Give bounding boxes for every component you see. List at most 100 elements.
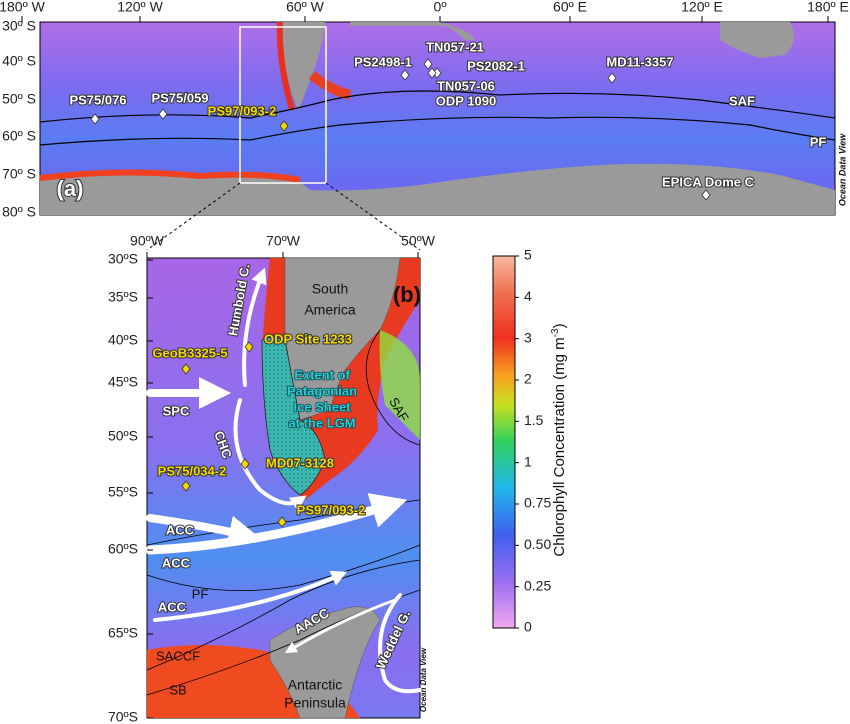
bloom [379, 330, 420, 440]
front-label: PF [810, 134, 827, 149]
colorbar-tick-label: 1.5 [524, 412, 544, 428]
zoom-connector [325, 182, 421, 251]
lon-label: 120º E [681, 0, 723, 15]
site-marker [427, 67, 437, 79]
watermark: Ocean Data View [419, 647, 428, 712]
lon-label: 0º [434, 0, 447, 15]
land-label: South [312, 281, 349, 297]
australia [720, 22, 794, 58]
lon-label: 70ºW [266, 233, 301, 249]
lat-label: 40ºS [108, 332, 138, 348]
currents [145, 267, 422, 694]
antarctica [40, 163, 835, 215]
colorbar-tick-label: 0 [524, 619, 532, 635]
current-label: ACC [166, 522, 195, 537]
panel-label: (b) [393, 282, 421, 307]
antarctic-peninsula [269, 606, 381, 719]
south-america [280, 22, 325, 110]
lon-label: 60º E [553, 0, 587, 15]
land-label: Antarctic [288, 677, 342, 693]
site-marker [244, 341, 254, 353]
station-label: PS97/093-2 [208, 103, 277, 118]
lat-label: 30º S [2, 18, 36, 34]
lon-label: 120º W [117, 0, 163, 15]
colorbar-title-end: ) [551, 323, 568, 328]
lon-label: 180º E [807, 0, 849, 15]
front-label: SAF [729, 93, 755, 108]
lon-label: 90ºW [130, 233, 165, 249]
current-arrow [233, 398, 307, 512]
lat-label: 30ºS [108, 251, 138, 267]
colorbar-tick-label: 3 [524, 329, 532, 345]
site-label: MD07-3128 [266, 455, 334, 470]
site-label: PS97/093-2 [297, 502, 366, 517]
ice-sheet-label: Extent of [294, 367, 350, 382]
station-label: TN057-06 [437, 78, 495, 93]
watermark: Ocean Data View [837, 133, 847, 206]
station-label: MD11-3357 [606, 54, 673, 69]
station-label: PS75/059 [151, 90, 208, 105]
zoom-connector [146, 182, 241, 251]
lon-label: 50ºW [401, 233, 436, 249]
colorbar-tick-label: 5 [524, 247, 532, 263]
lat-label: 45ºS [108, 374, 138, 390]
lat-label: 40º S [2, 53, 36, 69]
station-label: TN057-21 [426, 39, 484, 54]
lat-label: 80º S [2, 204, 36, 220]
site-label: ODP Site 1233 [264, 331, 352, 346]
colorbar-tick-label: 0.25 [524, 577, 551, 593]
colorbar-tick-label: 4 [524, 288, 532, 304]
lat-label: 65ºS [108, 625, 138, 641]
panel-a [39, 21, 836, 251]
colorbar-tick-label: 0.75 [524, 495, 551, 511]
site-marker [181, 363, 191, 375]
station-label: EPICA Dome C [662, 174, 755, 189]
current-arrow [145, 493, 408, 555]
site-marker [701, 189, 711, 201]
front-label: PF [192, 586, 209, 601]
colorbar-title-text: Chlorophyll Concentration (mg m [551, 337, 568, 556]
station-label: PS2498-1 [354, 54, 412, 69]
ice-sheet-label: Patagonian [287, 383, 357, 398]
ice-sheet [261, 337, 326, 496]
front-line [146, 544, 421, 592]
lat-label: 35ºS [108, 289, 138, 305]
front-line [365, 329, 421, 446]
site-marker [607, 72, 617, 84]
current-label: SPC [163, 403, 190, 418]
current-arrow [146, 514, 261, 548]
zoom-box [239, 26, 327, 184]
front-line [39, 90, 836, 123]
station-label: PS75/076 [69, 92, 126, 107]
lat-label: 60ºS [108, 541, 138, 557]
panel-label: (a) [57, 176, 84, 201]
site-marker [158, 108, 168, 120]
lat-label: 70ºS [108, 709, 138, 724]
lat-label: 70º S [2, 166, 36, 182]
colorbar-tick-label: 0.50 [524, 536, 551, 552]
colorbar-title-sup: -3 [550, 328, 561, 337]
front-line [39, 116, 836, 146]
current-arrow [284, 598, 397, 654]
site-label: GeoB3325-5 [152, 345, 227, 360]
lat-label: 50ºS [108, 428, 138, 444]
site-label: PS75/034-2 [158, 463, 227, 478]
land-label: Peninsula [284, 695, 346, 711]
current-label: ACC [162, 555, 191, 570]
current-arrow [378, 593, 422, 694]
lat-label: 60º S [2, 128, 36, 144]
panel-b [145, 257, 422, 719]
colorbar-tick-label: 2 [524, 371, 532, 387]
site-marker [279, 120, 289, 132]
coastal-bloom [39, 169, 301, 183]
lon-label: 60º W [286, 0, 325, 15]
site-marker [423, 58, 433, 70]
coastal-bloom [276, 21, 295, 111]
current-arrow [242, 267, 267, 387]
front-line [146, 559, 421, 671]
africa [350, 22, 475, 40]
station-label: PS2082-1 [467, 58, 525, 73]
current-arrow [153, 570, 348, 622]
front-label: SB [169, 682, 186, 697]
